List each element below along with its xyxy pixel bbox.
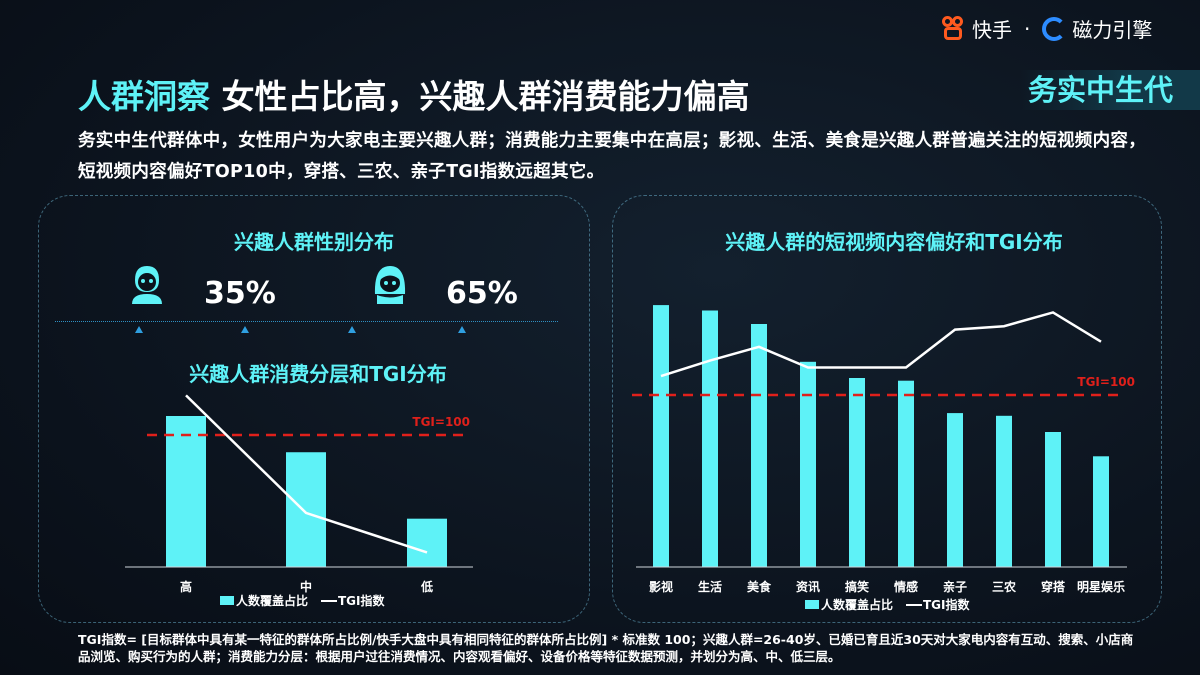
tgi-reference-label: TGI=100 <box>1077 375 1135 389</box>
kuaishou-logo-icon <box>940 15 966 42</box>
bar-穿搭 <box>1045 432 1061 567</box>
category-label: 情感 <box>894 579 918 594</box>
category-label: 明星娱乐 <box>1077 579 1125 594</box>
legend-bar-swatch <box>220 596 234 605</box>
legend-line-label: TGI指数 <box>923 597 971 612</box>
category-label: 穿搭 <box>1041 579 1066 594</box>
brand-logo: 快手 · 磁力引擎 <box>940 14 1152 43</box>
male-user-icon <box>132 266 162 304</box>
legend-bar-label: 人数覆盖占比 <box>821 597 893 612</box>
tgi-reference-label: TGI=100 <box>412 415 470 429</box>
bar-资讯 <box>800 361 816 567</box>
category-label: 中 <box>300 579 312 594</box>
title-main: 女性占比高，兴趣人群消费能力偏高 <box>221 77 750 116</box>
bar-情感 <box>898 380 914 567</box>
footnote: TGI指数= [目标群体中具有某一特征的群体所占比例/快手大盘中具有相同特征的群… <box>78 632 1134 664</box>
segment-tag: 务实中生代 <box>1020 70 1200 110</box>
female-user-icon <box>374 266 406 304</box>
ruler-marker <box>241 326 249 333</box>
right-panel <box>612 195 1162 623</box>
bar-明星娱乐 <box>1093 456 1109 567</box>
female-percentage: 65% <box>446 276 518 311</box>
category-label: 美食 <box>747 579 772 594</box>
category-label: 高 <box>180 579 192 594</box>
category-label: 低 <box>420 579 433 594</box>
tgi-line <box>660 311 1102 378</box>
bar-低 <box>407 518 447 567</box>
category-label: 生活 <box>698 579 722 594</box>
bar-亲子 <box>947 413 963 567</box>
bar-影视 <box>653 305 669 567</box>
gender-title: 兴趣人群性别分布 <box>234 230 394 254</box>
bar-三农 <box>996 415 1012 567</box>
bar-美食 <box>751 324 767 567</box>
brand-separator: · <box>1024 16 1031 41</box>
brand-cili: 磁力引擎 <box>1072 18 1153 42</box>
legend-bar-swatch <box>805 600 819 609</box>
legend-line-label: TGI指数 <box>338 593 386 608</box>
bar-中 <box>286 452 326 567</box>
description: 务实中生代群体中，女性用户为大家电主要兴趣人群；消费能力主要集中在高层；影视、生… <box>78 131 1146 182</box>
category-label: 三农 <box>992 579 1016 594</box>
ruler-marker <box>458 326 466 333</box>
left-panel <box>38 195 590 623</box>
ruler-divider <box>55 321 558 325</box>
legend-bar-label: 人数覆盖占比 <box>236 593 308 608</box>
category-label: 影视 <box>649 579 673 594</box>
category-label: 亲子 <box>943 579 967 594</box>
brand-kuaishou: 快手 <box>972 18 1012 42</box>
title-highlight: 人群洞察 <box>78 77 210 116</box>
bar-高 <box>166 416 206 567</box>
ruler-marker <box>348 326 356 333</box>
bar-搞笑 <box>849 378 865 567</box>
bar-生活 <box>702 310 718 567</box>
ruler-marker <box>135 326 143 333</box>
consumption-chart-title: 兴趣人群消费分层和TGI分布 <box>189 362 447 386</box>
cili-engine-logo-icon <box>1042 16 1067 41</box>
category-label: 资讯 <box>796 579 820 594</box>
content-chart-title: 兴趣人群的短视频内容偏好和TGI分布 <box>725 230 1063 254</box>
page-title: 人群洞察 女性占比高，兴趣人群消费能力偏高 <box>78 70 750 118</box>
male-percentage: 35% <box>204 276 276 311</box>
category-label: 搞笑 <box>845 579 869 594</box>
